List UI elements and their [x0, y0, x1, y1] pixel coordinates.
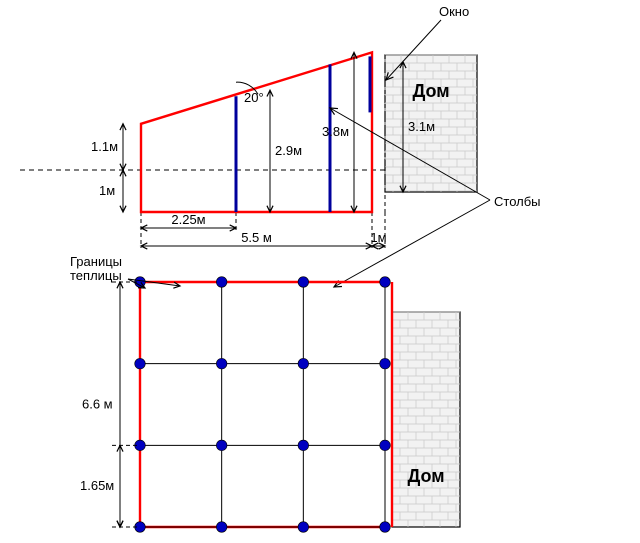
post-node	[216, 522, 227, 533]
house-label: Дом	[412, 81, 449, 101]
svg-text:теплицы: теплицы	[70, 268, 122, 283]
svg-text:1м: 1м	[370, 230, 386, 245]
post-node	[216, 440, 227, 451]
svg-text:1м: 1м	[99, 183, 115, 198]
house-wall	[392, 312, 460, 527]
post-node	[298, 358, 309, 369]
svg-text:5.5 м: 5.5 м	[241, 230, 272, 245]
post-node	[298, 440, 309, 451]
post-node	[298, 522, 309, 533]
post-node	[380, 440, 391, 451]
svg-text:1.65м: 1.65м	[80, 478, 114, 493]
greenhouse-plan	[140, 282, 385, 527]
house-label-plan: Дом	[407, 466, 444, 486]
post-node	[380, 277, 391, 288]
borders-callout: Границы	[70, 254, 122, 269]
svg-text:1.1м: 1.1м	[91, 139, 118, 154]
svg-text:2.25м: 2.25м	[171, 212, 205, 227]
post-node	[216, 277, 227, 288]
svg-text:3.1м: 3.1м	[408, 119, 435, 134]
post-node	[298, 277, 309, 288]
post-node	[135, 358, 146, 369]
svg-text:3.8м: 3.8м	[322, 124, 349, 139]
post-node	[380, 358, 391, 369]
post-node	[216, 358, 227, 369]
posts-callout: Столбы	[494, 194, 541, 209]
window-callout: Окно	[439, 4, 469, 19]
svg-text:2.9м: 2.9м	[275, 143, 302, 158]
roof-angle: 20°	[244, 90, 264, 105]
svg-text:6.6 м: 6.6 м	[82, 397, 113, 412]
post-node	[380, 522, 391, 533]
